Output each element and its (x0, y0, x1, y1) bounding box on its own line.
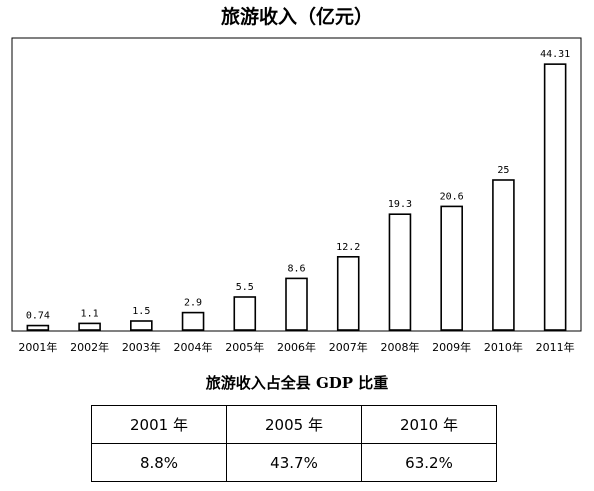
table-header-row: 2001 年 2005 年 2010 年 (91, 405, 497, 444)
x-tick-label-9: 2010年 (484, 340, 523, 354)
tourism-revenue-bar-chart: 0.74 2001年 1.1 2002年 1.5 2003年 2.9 2004年 5.5 2005… (11, 37, 582, 354)
table-cell: 63.2% (361, 443, 497, 482)
bar-9 (492, 179, 515, 331)
table-header-cell: 2010 年 (361, 405, 497, 444)
data-label-2: 1.5 (132, 306, 150, 317)
chart-title: 旅游收入（亿元） (220, 6, 373, 28)
data-label-8: 20.6 (440, 191, 464, 202)
data-label-4: 5.5 (236, 282, 254, 293)
bar-10 (543, 63, 567, 331)
table-title: 旅游收入占全县 GDP 比重 (205, 374, 389, 392)
table-cell: 8.8% (91, 443, 227, 482)
bar-2 (130, 320, 153, 331)
bar-0 (26, 324, 50, 331)
data-label-6: 12.2 (336, 242, 360, 253)
table-header-cell: 2001 年 (91, 405, 227, 444)
data-label-7: 19.3 (388, 199, 412, 210)
gdp-share-table: 2001 年 2005 年 2010 年 8.8% 43.7% 63.2% (91, 405, 497, 482)
data-label-3: 2.9 (184, 298, 202, 309)
bars-layer: 0.74 2001年 1.1 2002年 1.5 2003年 2.9 2004年 5.5 2005… (18, 49, 574, 354)
bar-1 (78, 322, 101, 331)
plot-frame (11, 37, 582, 332)
x-tick-label-10: 2011年 (536, 340, 575, 354)
bar-5 (285, 277, 308, 331)
bar-7 (388, 213, 412, 331)
x-tick-label-6: 2007年 (329, 340, 368, 354)
x-tick-label-7: 2008年 (380, 340, 419, 354)
table-cell: 43.7% (226, 443, 362, 482)
x-tick-label-1: 2002年 (70, 340, 109, 354)
data-label-5: 8.6 (287, 263, 305, 274)
data-label-0: 0.74 (26, 311, 50, 322)
bar-3 (181, 311, 205, 331)
bar-8 (440, 205, 463, 331)
table-row: 8.8% 43.7% 63.2% (91, 443, 497, 482)
data-label-9: 25 (497, 165, 509, 176)
table-header-cell: 2005 年 (226, 405, 362, 444)
x-tick-label-0: 2001年 (18, 340, 57, 354)
x-tick-label-5: 2006年 (277, 340, 316, 354)
x-tick-label-4: 2005年 (225, 340, 264, 354)
bar-6 (336, 255, 360, 331)
data-label-1: 1.1 (81, 308, 99, 319)
x-tick-label-2: 2003年 (122, 340, 161, 354)
x-tick-label-8: 2009年 (432, 340, 471, 354)
x-tick-label-3: 2004年 (174, 340, 213, 354)
bar-4 (233, 296, 257, 331)
data-label-10: 44.31 (540, 49, 570, 60)
